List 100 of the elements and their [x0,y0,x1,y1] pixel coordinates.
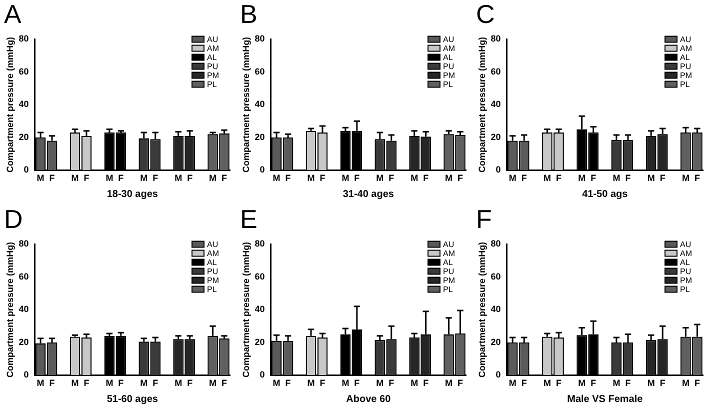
x-tick-label: F [590,378,597,388]
x-tick-label: F [694,173,700,184]
x-axis-title: 41-50 ags [582,188,628,200]
y-axis-title: Compartment pressure (mmHg) [4,36,15,172]
x-tick-label: M [106,378,114,388]
legend-label: AM [207,44,220,53]
x-tick-label: F [388,378,395,388]
x-tick-label: F [118,173,124,184]
x-tick-label: F [590,173,597,184]
x-tick-label: F [320,378,326,388]
x-tick-label: F [521,378,528,388]
legend-label: PM [443,276,456,285]
chart-title: D [4,204,23,234]
legend-label: AU [680,34,692,44]
x-tick-label: M [508,378,516,388]
y-tick-label: 40 [490,304,501,314]
y-tick-label: 0 [496,164,501,175]
x-axis-title: 51-60 ages [106,394,158,405]
legend-label: PL [207,80,218,89]
y-tick-label: 20 [490,336,501,347]
legend-label: PL [443,80,454,89]
y-tick-label: 0 [260,164,265,175]
x-tick-label: F [694,378,700,388]
y-axis-title: Compartment pressure (mmHg) [240,242,251,378]
x-tick-label: M [445,378,453,388]
legend-label: PM [680,70,692,80]
x-tick-label: M [647,378,655,388]
legend-label: PU [680,266,692,276]
x-tick-label: F [285,173,292,184]
x-tick-label: M [342,173,350,184]
legend-label: PU [680,62,692,71]
y-tick-label: 60 [254,271,265,282]
chart-title: A [4,0,22,29]
y-tick-label: 80 [18,34,29,44]
chart-title: C [476,0,495,29]
legend-label: PM [443,70,456,80]
x-tick-label: F [84,378,90,388]
y-tick-label: 40 [18,304,29,314]
x-tick-label: M [307,173,315,184]
y-tick-label: 0 [24,370,29,380]
y-tick-label: 20 [490,132,501,142]
y-tick-label: 60 [18,66,29,76]
x-tick-label: F [423,173,430,184]
x-tick-label: M [209,378,217,388]
x-tick-label: F [187,378,194,388]
x-axis-title: 31-40 ages [342,188,394,200]
legend-label: PL [443,284,454,294]
x-tick-label: F [222,378,228,388]
x-tick-label: M [578,173,586,184]
x-tick-label: M [376,378,384,388]
legend-label: AL [207,258,218,267]
legend-label: AM [680,44,692,53]
x-tick-label: M [647,173,655,184]
x-tick-label: M [71,378,79,388]
x-tick-label: F [49,173,56,184]
x-tick-label: M [445,173,453,184]
y-tick-label: 20 [18,336,29,347]
x-tick-label: M [174,378,182,388]
x-axis-title: Male VS Female [567,394,644,405]
x-tick-label: M [272,378,280,388]
x-tick-label: F [354,378,360,388]
y-tick-label: 0 [260,370,265,380]
x-tick-label: M [578,378,586,388]
y-tick-label: 60 [18,271,29,282]
legend-label: PM [207,70,220,80]
legend-label: PU [443,266,454,276]
x-tick-label: M [410,173,418,184]
x-tick-label: F [625,378,632,388]
x-axis-title: 18-30 ages [106,188,158,200]
legend-label: AU [207,240,218,249]
y-tick-label: 40 [490,99,501,110]
y-axis-title: Compartment pressure (mmHg) [4,242,15,378]
y-tick-label: 80 [254,34,265,44]
y-tick-label: 60 [490,66,501,76]
x-tick-label: M [410,378,418,388]
y-tick-label: 40 [254,99,265,110]
x-tick-label: M [71,173,79,184]
legend-label: PL [207,284,218,294]
x-tick-label: M [682,173,690,184]
x-tick-label: M [543,173,551,184]
x-tick-label: M [612,378,620,388]
x-tick-label: M [543,378,551,388]
legend-label: AU [207,34,218,44]
x-tick-label: M [307,378,315,388]
y-tick-label: 40 [254,304,265,314]
x-tick-label: M [36,378,44,388]
y-tick-label: 20 [18,132,29,142]
legend-label: AU [443,240,454,249]
x-tick-label: F [660,173,666,184]
x-tick-label: F [49,378,56,388]
x-tick-label: M [36,173,44,184]
legend-label: AM [207,248,220,258]
x-tick-label: F [388,173,395,184]
x-tick-label: F [458,173,464,184]
chart-title: E [240,204,258,234]
y-tick-label: 0 [24,164,29,175]
x-tick-label: F [521,173,528,184]
legend-label: AU [680,240,692,249]
chart-title: B [240,0,258,29]
legend-label: PU [207,62,218,71]
